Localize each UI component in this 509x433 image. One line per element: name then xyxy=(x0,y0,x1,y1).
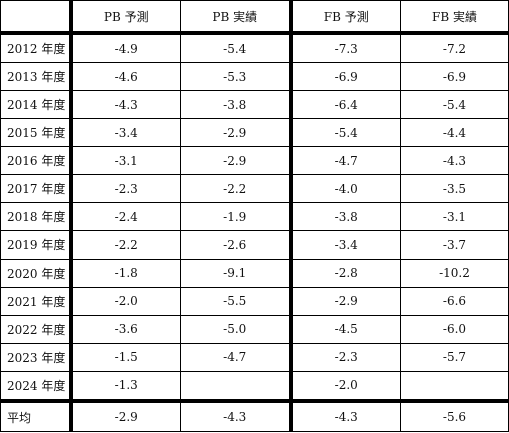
table-row: 2023 年度 -1.5 -4.7 -2.3 -5.7 xyxy=(0,342,509,372)
header-fb-forecast: FB 予測 xyxy=(290,0,401,35)
cell-pb-actual xyxy=(180,370,293,402)
row-year: 2013 年度 xyxy=(0,62,73,92)
cell-pb-forecast: -4.3 xyxy=(70,90,181,120)
average-pb-forecast: -2.9 xyxy=(70,399,181,432)
average-label: 平均 xyxy=(0,399,73,432)
cell-pb-forecast: -1.8 xyxy=(70,258,181,288)
cell-pb-actual: -2.9 xyxy=(180,118,293,148)
table-row: 2015 年度 -3.4 -2.9 -5.4 -4.4 xyxy=(0,118,509,148)
table-row: 2017 年度 -2.3 -2.2 -4.0 -3.5 xyxy=(0,174,509,204)
cell-fb-actual: -7.2 xyxy=(400,32,509,64)
table-row: 2013 年度 -4.6 -5.3 -6.9 -6.9 xyxy=(0,62,509,92)
cell-fb-forecast: -2.8 xyxy=(290,258,401,288)
cell-pb-actual: -5.4 xyxy=(180,32,293,64)
cell-fb-forecast: -6.4 xyxy=(290,90,401,120)
cell-fb-actual xyxy=(400,370,509,402)
header-row: PB 予測 PB 実績 FB 予測 FB 実績 xyxy=(0,0,509,35)
cell-pb-forecast: -3.1 xyxy=(70,146,181,176)
cell-pb-forecast: -2.2 xyxy=(70,230,181,260)
table-body: 2012 年度 -4.9 -5.4 -7.3 -7.2 2013 年度 -4.6 -5.3 -6… xyxy=(0,32,509,402)
cell-fb-actual: -4.3 xyxy=(400,146,509,176)
row-year: 2023 年度 xyxy=(0,342,73,372)
cell-pb-forecast: -3.4 xyxy=(70,118,181,148)
table-row: 2021 年度 -2.0 -5.5 -2.9 -6.6 xyxy=(0,286,509,316)
cell-fb-actual: -4.4 xyxy=(400,118,509,148)
table-row: 2024 年度 -1.3 -2.0 xyxy=(0,370,509,402)
cell-pb-actual: -2.2 xyxy=(180,174,293,204)
row-year: 2015 年度 xyxy=(0,118,73,148)
cell-fb-forecast: -2.3 xyxy=(290,342,401,372)
cell-pb-actual: -5.0 xyxy=(180,314,293,344)
cell-pb-actual: -3.8 xyxy=(180,90,293,120)
cell-fb-actual: -6.0 xyxy=(400,314,509,344)
cell-pb-actual: -5.3 xyxy=(180,62,293,92)
row-year: 2012 年度 xyxy=(0,32,73,64)
row-year: 2016 年度 xyxy=(0,146,73,176)
cell-pb-forecast: -2.4 xyxy=(70,202,181,232)
cell-pb-actual: -9.1 xyxy=(180,258,293,288)
cell-pb-actual: -1.9 xyxy=(180,202,293,232)
row-year: 2024 年度 xyxy=(0,370,73,402)
cell-pb-forecast: -2.0 xyxy=(70,286,181,316)
row-year: 2014 年度 xyxy=(0,90,73,120)
header-pb-forecast: PB 予測 xyxy=(70,0,181,35)
table-row: 2014 年度 -4.3 -3.8 -6.4 -5.4 xyxy=(0,90,509,120)
cell-pb-actual: -5.5 xyxy=(180,286,293,316)
cell-fb-actual: -3.5 xyxy=(400,174,509,204)
cell-fb-actual: -3.1 xyxy=(400,202,509,232)
cell-fb-actual: -6.9 xyxy=(400,62,509,92)
cell-pb-forecast: -2.3 xyxy=(70,174,181,204)
cell-fb-actual: -3.7 xyxy=(400,230,509,260)
cell-fb-forecast: -2.0 xyxy=(290,370,401,402)
cell-fb-actual: -6.6 xyxy=(400,286,509,316)
row-year: 2019 年度 xyxy=(0,230,73,260)
cell-pb-forecast: -4.9 xyxy=(70,32,181,64)
cell-pb-forecast: -4.6 xyxy=(70,62,181,92)
average-fb-actual: -5.6 xyxy=(400,399,509,432)
table-row: 2019 年度 -2.2 -2.6 -3.4 -3.7 xyxy=(0,230,509,260)
row-year: 2020 年度 xyxy=(0,258,73,288)
table-row: 2022 年度 -3.6 -5.0 -4.5 -6.0 xyxy=(0,314,509,344)
cell-pb-actual: -2.6 xyxy=(180,230,293,260)
table-row: 2018 年度 -2.4 -1.9 -3.8 -3.1 xyxy=(0,202,509,232)
table-row: 2012 年度 -4.9 -5.4 -7.3 -7.2 xyxy=(0,32,509,64)
cell-pb-actual: -2.9 xyxy=(180,146,293,176)
row-year: 2017 年度 xyxy=(0,174,73,204)
cell-fb-forecast: -4.5 xyxy=(290,314,401,344)
cell-pb-forecast: -1.3 xyxy=(70,370,181,402)
row-year: 2021 年度 xyxy=(0,286,73,316)
average-row: 平均 -2.9 -4.3 -4.3 -5.6 xyxy=(0,399,509,432)
average-fb-forecast: -4.3 xyxy=(290,399,401,432)
cell-pb-forecast: -3.6 xyxy=(70,314,181,344)
header-fb-actual: FB 実績 xyxy=(400,0,509,35)
table-row: 2016 年度 -3.1 -2.9 -4.7 -4.3 xyxy=(0,146,509,176)
cell-fb-forecast: -4.0 xyxy=(290,174,401,204)
cell-fb-forecast: -7.3 xyxy=(290,32,401,64)
cell-fb-forecast: -3.8 xyxy=(290,202,401,232)
average-pb-actual: -4.3 xyxy=(180,399,293,432)
cell-fb-forecast: -4.7 xyxy=(290,146,401,176)
header-pb-actual: PB 実績 xyxy=(180,0,293,35)
cell-pb-actual: -4.7 xyxy=(180,342,293,372)
header-corner xyxy=(0,0,73,35)
cell-pb-forecast: -1.5 xyxy=(70,342,181,372)
cell-fb-actual: -5.4 xyxy=(400,90,509,120)
cell-fb-forecast: -2.9 xyxy=(290,286,401,316)
row-year: 2018 年度 xyxy=(0,202,73,232)
cell-fb-actual: -5.7 xyxy=(400,342,509,372)
cell-fb-forecast: -6.9 xyxy=(290,62,401,92)
cell-fb-forecast: -3.4 xyxy=(290,230,401,260)
row-year: 2022 年度 xyxy=(0,314,73,344)
table-row: 2020 年度 -1.8 -9.1 -2.8 -10.2 xyxy=(0,258,509,288)
cell-fb-actual: -10.2 xyxy=(400,258,509,288)
cell-fb-forecast: -5.4 xyxy=(290,118,401,148)
